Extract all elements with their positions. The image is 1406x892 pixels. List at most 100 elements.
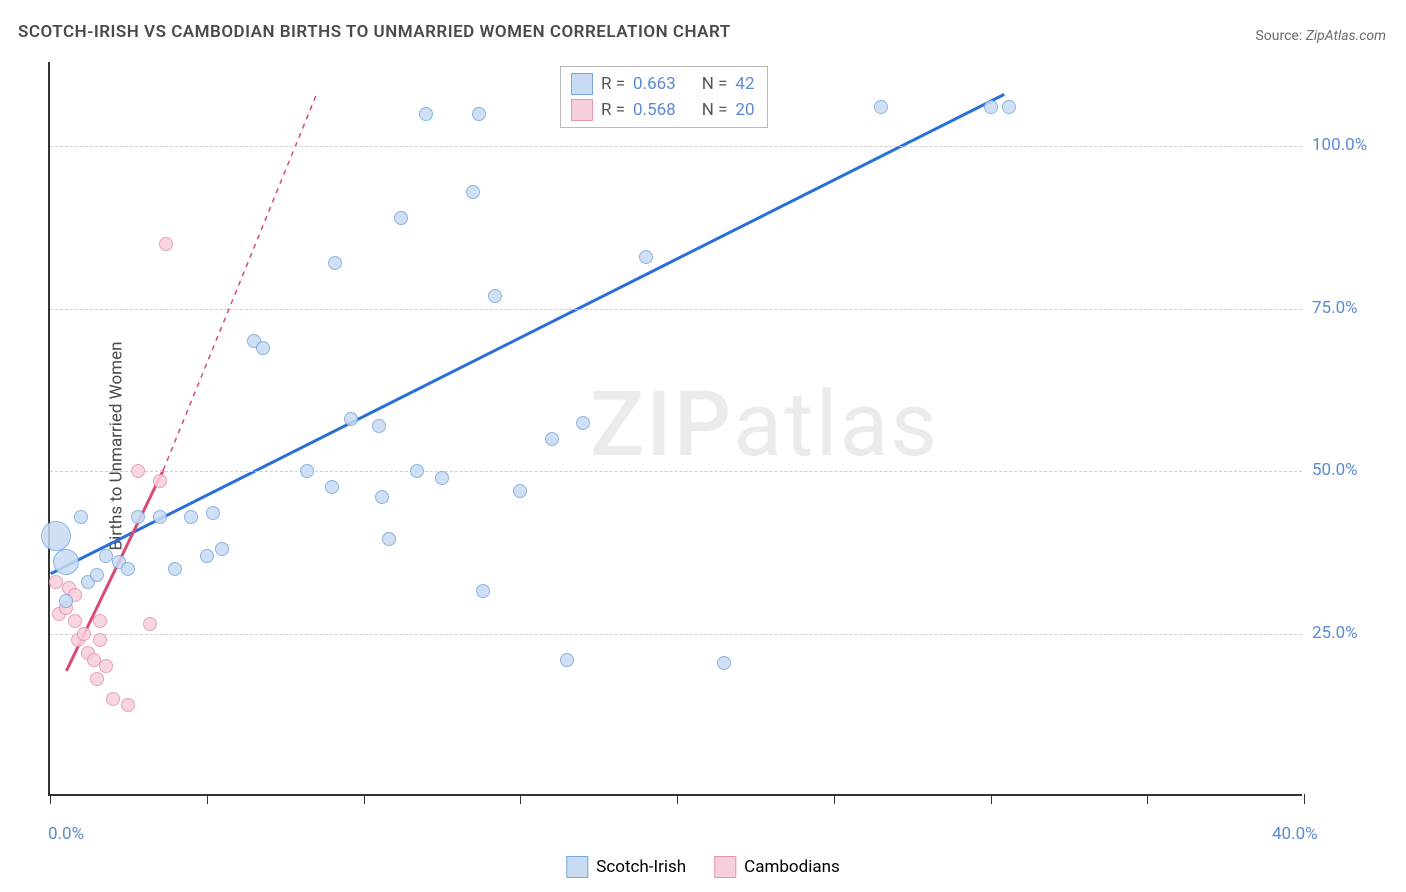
x-tick-label: 0.0% [48, 824, 84, 844]
data-point [93, 633, 107, 647]
data-point [153, 510, 167, 524]
data-point [256, 341, 270, 355]
legend-n-a: 42 [735, 74, 754, 94]
data-point [93, 614, 107, 628]
legend-r-label: R = [601, 74, 625, 94]
x-tick [677, 794, 678, 804]
data-point [143, 617, 157, 631]
source-value: ZipAtlas.com [1306, 28, 1386, 44]
x-tick [991, 794, 992, 804]
legend-n-label: N = [702, 74, 728, 94]
data-point [41, 521, 71, 551]
data-point [200, 549, 214, 563]
chart-container: SCOTCH-IRISH VS CAMBODIAN BIRTHS TO UNMA… [0, 0, 1406, 892]
legend-swatch-b [571, 99, 593, 121]
data-point [476, 584, 490, 598]
data-point [168, 562, 182, 576]
legend-label-b: Cambodians [744, 857, 840, 877]
x-tick [207, 794, 208, 804]
data-point [300, 464, 314, 478]
series-legend: Scotch-Irish Cambodians [566, 856, 839, 878]
y-tick-label: 25.0% [1312, 623, 1358, 643]
data-point [639, 250, 653, 264]
data-point [513, 484, 527, 498]
data-point [419, 107, 433, 121]
trend-lines-svg [50, 62, 1302, 794]
legend-swatch-b [714, 856, 736, 878]
correlation-legend: R = 0.663 N = 42 R = 0.568 N = 20 [560, 66, 768, 128]
data-point [121, 562, 135, 576]
data-point [874, 100, 888, 114]
data-point [435, 471, 449, 485]
data-point [472, 107, 486, 121]
data-point [325, 480, 339, 494]
data-point [53, 549, 79, 575]
legend-r-a: 0.663 [633, 74, 676, 94]
data-point [90, 672, 104, 686]
data-point [1002, 100, 1016, 114]
data-point [99, 659, 113, 673]
legend-label-a: Scotch-Irish [596, 857, 686, 877]
data-point [344, 412, 358, 426]
data-point [74, 510, 88, 524]
data-point [131, 510, 145, 524]
gridline-h [50, 634, 1302, 635]
source-label: Source: [1255, 28, 1302, 44]
gridline-h [50, 146, 1302, 147]
data-point [106, 692, 120, 706]
data-point [206, 506, 220, 520]
data-point [382, 532, 396, 546]
data-point [375, 490, 389, 504]
x-tick [50, 794, 51, 804]
data-point [59, 594, 73, 608]
data-point [77, 627, 91, 641]
x-tick [364, 794, 365, 804]
x-tick [1304, 794, 1305, 804]
legend-swatch-a [566, 856, 588, 878]
trend-line [163, 94, 316, 470]
chart-title: SCOTCH-IRISH VS CAMBODIAN BIRTHS TO UNMA… [18, 22, 731, 42]
data-point [488, 289, 502, 303]
legend-n-label: N = [702, 100, 728, 120]
y-tick-label: 75.0% [1312, 298, 1358, 318]
data-point [90, 568, 104, 582]
x-tick [1147, 794, 1148, 804]
data-point [372, 419, 386, 433]
data-point [184, 510, 198, 524]
data-point [131, 464, 145, 478]
data-point [121, 698, 135, 712]
gridline-h [50, 471, 1302, 472]
data-point [576, 416, 590, 430]
data-point [545, 432, 559, 446]
data-point [717, 656, 731, 670]
x-tick [520, 794, 521, 804]
x-tick [834, 794, 835, 804]
data-point [328, 256, 342, 270]
legend-swatch-a [571, 73, 593, 95]
trend-line [51, 94, 1005, 573]
data-point [394, 211, 408, 225]
data-point [984, 100, 998, 114]
legend-row-b: R = 0.568 N = 20 [571, 97, 755, 123]
legend-row-a: R = 0.663 N = 42 [571, 71, 755, 97]
source-attribution: Source: ZipAtlas.com [1255, 28, 1386, 44]
data-point [215, 542, 229, 556]
data-point [466, 185, 480, 199]
data-point [560, 653, 574, 667]
watermark-zip: ZIP [590, 372, 733, 477]
legend-item-b: Cambodians [714, 856, 840, 878]
data-point [410, 464, 424, 478]
data-point [68, 614, 82, 628]
gridline-h [50, 309, 1302, 310]
plot-area: ZIPatlas [48, 62, 1302, 796]
legend-item-a: Scotch-Irish [566, 856, 686, 878]
legend-n-b: 20 [735, 100, 754, 120]
legend-r-label: R = [601, 100, 625, 120]
y-tick-label: 100.0% [1312, 135, 1367, 155]
watermark: ZIPatlas [590, 372, 939, 477]
data-point [159, 237, 173, 251]
y-tick-label: 50.0% [1312, 460, 1358, 480]
legend-r-b: 0.568 [633, 100, 676, 120]
x-tick-label: 40.0% [1272, 824, 1318, 844]
watermark-rest: atlas [733, 372, 939, 477]
